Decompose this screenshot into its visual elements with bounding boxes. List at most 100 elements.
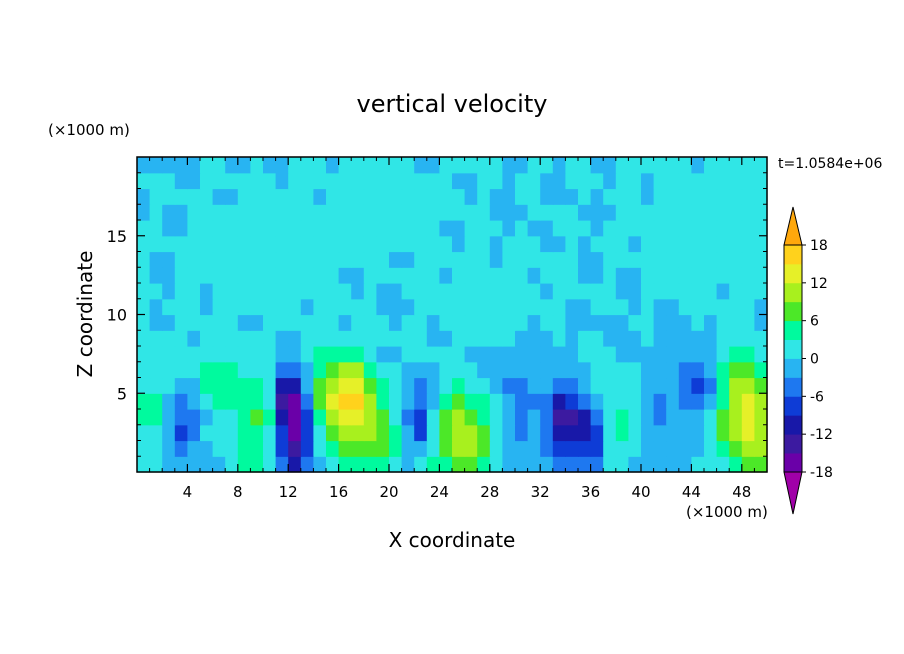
field-cell bbox=[578, 361, 592, 379]
field-cell bbox=[363, 298, 377, 316]
field-cell bbox=[565, 204, 579, 221]
field-cell bbox=[452, 204, 466, 221]
field-cell bbox=[527, 267, 541, 284]
field-cell bbox=[527, 314, 541, 331]
field-cell bbox=[477, 298, 491, 316]
field-cell bbox=[754, 424, 768, 442]
x-axis-label: X coordinate bbox=[389, 528, 516, 552]
field-cell bbox=[691, 330, 705, 347]
field-cell bbox=[666, 267, 680, 284]
field-cell bbox=[225, 251, 239, 268]
field-cell bbox=[149, 188, 163, 205]
field-cell bbox=[300, 298, 314, 316]
field-cell bbox=[174, 440, 188, 457]
field-cell bbox=[704, 251, 718, 268]
field-cell bbox=[137, 409, 151, 426]
field-cell bbox=[187, 172, 201, 190]
field-cell bbox=[351, 346, 365, 363]
field-cell bbox=[137, 456, 151, 473]
field-cell bbox=[615, 235, 629, 253]
field-cell bbox=[741, 456, 755, 473]
field-cell bbox=[288, 172, 302, 190]
field-cell bbox=[477, 377, 491, 394]
field-cell bbox=[212, 172, 226, 190]
field-cell bbox=[338, 204, 352, 221]
field-cell bbox=[716, 456, 730, 473]
field-cell bbox=[628, 188, 642, 205]
field-cell bbox=[540, 204, 554, 221]
field-cell bbox=[225, 298, 239, 316]
field-cell bbox=[200, 220, 214, 237]
field-cell bbox=[704, 409, 718, 426]
colorbar-bin bbox=[784, 339, 802, 359]
field-cell bbox=[716, 235, 730, 253]
field-cell bbox=[716, 330, 730, 347]
field-cell bbox=[641, 393, 655, 410]
field-cell bbox=[200, 393, 214, 410]
field-cell bbox=[313, 188, 327, 205]
field-cell bbox=[754, 314, 768, 331]
field-cell bbox=[489, 409, 503, 426]
field-cell bbox=[590, 267, 604, 284]
field-cell bbox=[376, 298, 390, 316]
field-cell bbox=[527, 424, 541, 442]
field-cell bbox=[615, 298, 629, 316]
field-cell bbox=[300, 424, 314, 442]
field-cell bbox=[414, 393, 428, 410]
field-cell bbox=[237, 157, 251, 174]
field-cell bbox=[376, 188, 390, 205]
field-cell bbox=[275, 298, 289, 316]
field-cell bbox=[502, 204, 516, 221]
field-cell bbox=[641, 377, 655, 394]
field-cell bbox=[149, 172, 163, 190]
field-cell bbox=[452, 377, 466, 394]
field-cell bbox=[414, 188, 428, 205]
field-cell bbox=[187, 220, 201, 237]
field-cell bbox=[351, 235, 365, 253]
field-cell bbox=[527, 330, 541, 347]
field-cell bbox=[414, 220, 428, 237]
field-cell bbox=[477, 409, 491, 426]
field-cell bbox=[716, 409, 730, 426]
field-cell bbox=[250, 157, 264, 174]
field-cell bbox=[578, 157, 592, 174]
field-cell bbox=[540, 409, 554, 426]
field-cell bbox=[363, 361, 377, 379]
field-cell bbox=[489, 188, 503, 205]
field-cell bbox=[187, 456, 201, 473]
field-cell bbox=[275, 172, 289, 190]
field-cell bbox=[439, 424, 453, 442]
field-cell bbox=[628, 283, 642, 300]
field-cell bbox=[300, 283, 314, 300]
field-cell bbox=[288, 440, 302, 457]
field-cell bbox=[212, 314, 226, 331]
field-cell bbox=[326, 346, 340, 363]
field-cell bbox=[729, 235, 743, 253]
field-cell bbox=[174, 188, 188, 205]
field-cell bbox=[263, 393, 277, 410]
field-cell bbox=[452, 456, 466, 473]
field-cell bbox=[552, 204, 566, 221]
field-cell bbox=[200, 330, 214, 347]
field-cell bbox=[590, 251, 604, 268]
field-cell bbox=[527, 393, 541, 410]
field-cell bbox=[628, 220, 642, 237]
field-cell bbox=[615, 251, 629, 268]
field-cell bbox=[653, 361, 667, 379]
colorbar-bin bbox=[784, 301, 802, 322]
field-cell bbox=[263, 346, 277, 363]
field-cell bbox=[741, 172, 755, 190]
field-cell bbox=[590, 330, 604, 347]
field-cell bbox=[351, 188, 365, 205]
field-cell bbox=[326, 157, 340, 174]
field-cell bbox=[565, 330, 579, 347]
field-cell bbox=[401, 393, 415, 410]
field-cell bbox=[338, 314, 352, 331]
field-cell bbox=[174, 283, 188, 300]
field-cell bbox=[326, 440, 340, 457]
field-cell bbox=[691, 409, 705, 426]
field-cell bbox=[527, 220, 541, 237]
field-cell bbox=[464, 157, 478, 174]
field-cell bbox=[149, 283, 163, 300]
field-cell bbox=[628, 409, 642, 426]
